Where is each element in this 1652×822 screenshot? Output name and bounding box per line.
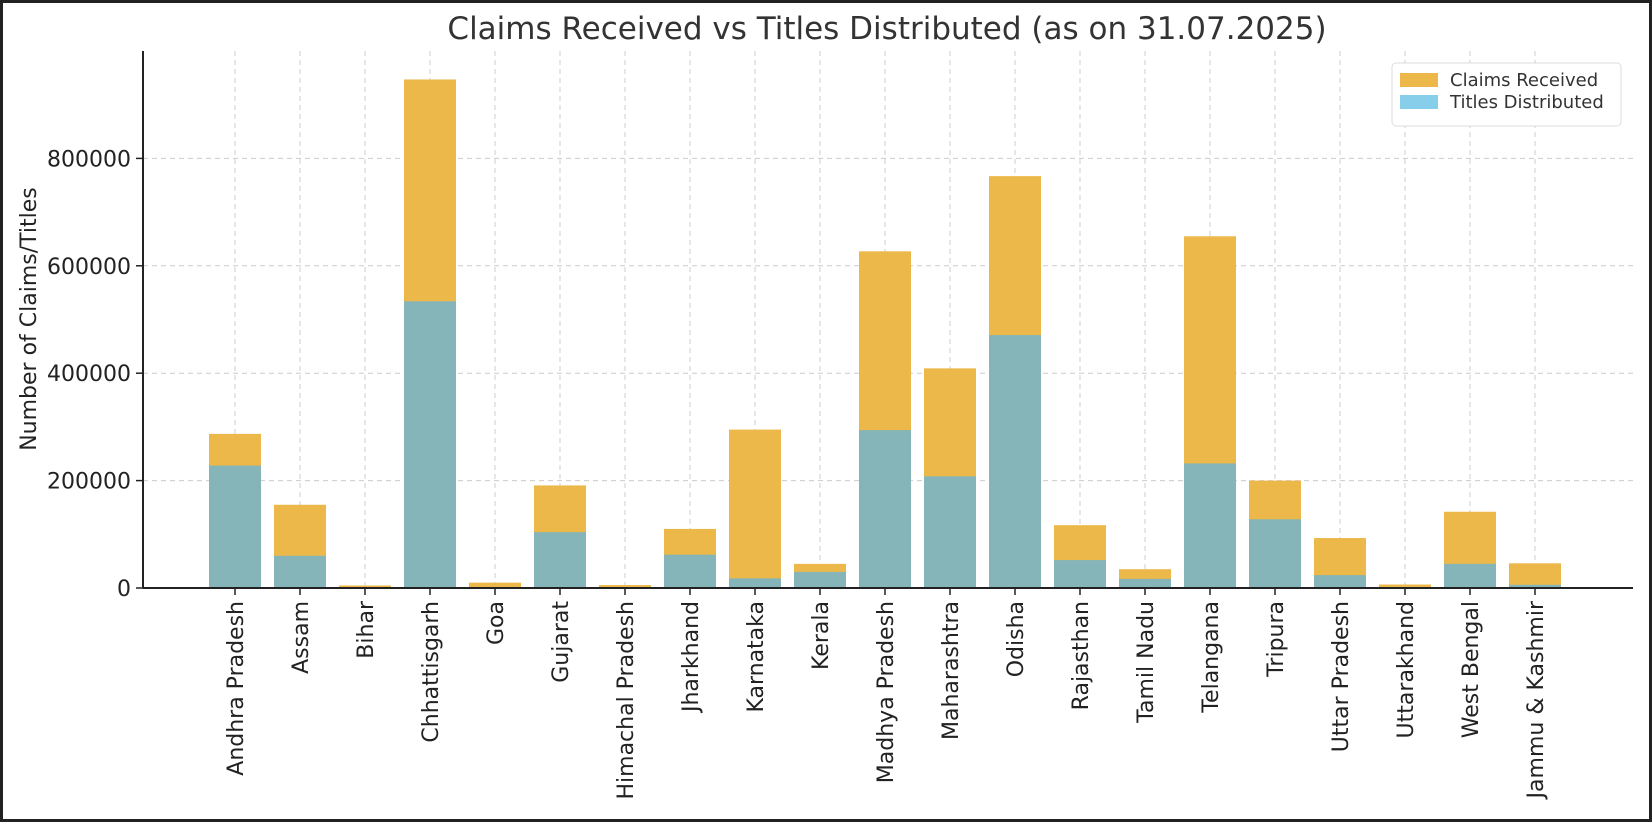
x-tick-label: Maharashtra bbox=[939, 601, 964, 740]
x-tick-label: Karnataka bbox=[744, 601, 769, 713]
y-axis-label: Number of Claims/Titles bbox=[17, 187, 42, 451]
x-tick-label: Bihar bbox=[354, 600, 379, 659]
x-tick-label: Odisha bbox=[1004, 601, 1029, 677]
bar-claims-received bbox=[1379, 584, 1431, 588]
x-tick-label: Telangana bbox=[1199, 601, 1224, 714]
bar-titles-distributed bbox=[534, 532, 586, 588]
legend-label: Titles Distributed bbox=[1449, 92, 1604, 113]
axes bbox=[142, 51, 1633, 589]
bar-titles-distributed bbox=[1249, 519, 1301, 588]
bar-titles-distributed bbox=[1314, 575, 1366, 588]
bar-titles-distributed bbox=[859, 430, 911, 588]
y-tick-label: 200000 bbox=[47, 470, 131, 495]
chart-title: Claims Received vs Titles Distributed (a… bbox=[447, 11, 1326, 47]
bar-titles-distributed bbox=[989, 335, 1041, 588]
bars-group bbox=[209, 79, 1561, 588]
bar-titles-distributed bbox=[1119, 578, 1171, 588]
x-tick-label: Tripura bbox=[1264, 601, 1289, 678]
bar-claims-received bbox=[469, 582, 521, 588]
bar-titles-distributed bbox=[1184, 463, 1236, 588]
x-tick-label: Rajasthan bbox=[1069, 601, 1094, 710]
x-tick-label: Andhra Pradesh bbox=[224, 601, 249, 776]
y-tick-label: 0 bbox=[117, 577, 131, 602]
legend-box bbox=[1391, 62, 1622, 127]
x-tick-label: Uttar Pradesh bbox=[1329, 601, 1354, 752]
bar-claims-received bbox=[1509, 563, 1561, 588]
bar-titles-distributed bbox=[729, 578, 781, 588]
y-tick-label: 800000 bbox=[47, 147, 131, 172]
x-tick-label: West Bengal bbox=[1459, 601, 1484, 738]
bar-titles-distributed bbox=[664, 554, 716, 588]
legend-label: Claims Received bbox=[1450, 70, 1598, 91]
bar-titles-distributed bbox=[1509, 584, 1561, 588]
x-tick-label: Himachal Pradesh bbox=[614, 601, 639, 800]
y-tick-label: 400000 bbox=[47, 362, 131, 387]
x-tick-label: Madhya Pradesh bbox=[874, 601, 899, 783]
bar-titles-distributed bbox=[209, 465, 261, 588]
bar-claims-received bbox=[599, 585, 651, 588]
bar-titles-distributed bbox=[404, 301, 456, 588]
y-ticks: 0 200000 400000 600000 800000 bbox=[47, 147, 143, 602]
bar-titles-distributed bbox=[274, 555, 326, 588]
x-tick-label: Kerala bbox=[809, 601, 834, 670]
bar-titles-distributed bbox=[924, 476, 976, 588]
x-tick-label: Tamil Nadu bbox=[1134, 601, 1159, 724]
x-tick-label: Jharkhand bbox=[679, 601, 704, 714]
x-tick-label: Chhattisgarh bbox=[419, 601, 444, 743]
bar-titles-distributed bbox=[1054, 560, 1106, 588]
y-tick-label: 600000 bbox=[47, 255, 131, 280]
x-tick-label: Assam bbox=[289, 601, 314, 674]
bar-titles-distributed bbox=[794, 571, 846, 588]
bar-claims-received bbox=[729, 429, 781, 588]
legend-swatch bbox=[1400, 73, 1438, 87]
x-ticks: Andhra Pradesh Assam Bihar Chhattisgarh Goa G… bbox=[224, 588, 1549, 800]
bar-chart: Claims Received vs Titles Distributed (a… bbox=[17, 11, 1633, 800]
x-tick-label: Jammu & Kashmir bbox=[1524, 600, 1549, 800]
bar-titles-distributed bbox=[1444, 563, 1496, 588]
bar-claims-received bbox=[339, 585, 391, 588]
x-tick-label: Goa bbox=[484, 601, 509, 645]
legend-swatch bbox=[1400, 95, 1438, 109]
x-tick-label: Uttarakhand bbox=[1394, 601, 1419, 738]
x-tick-label: Gujarat bbox=[549, 601, 574, 683]
